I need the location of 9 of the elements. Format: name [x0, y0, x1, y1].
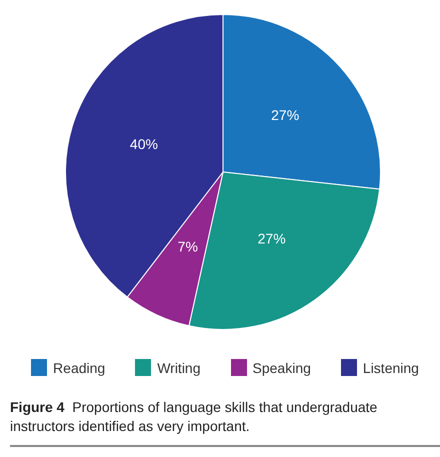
text: Figure 4 Proportions of language skills that undergraduate instructors identified as very important. — [10, 399, 378, 434]
data-label: 40% — [130, 136, 158, 152]
legend-label: Writing — [157, 360, 201, 376]
data-label: 27% — [258, 230, 286, 247]
legend-label: Listening — [362, 360, 419, 376]
legend-label: Speaking — [252, 360, 311, 376]
legend-label: Reading — [53, 360, 106, 376]
data-label: 27% — [271, 107, 300, 124]
data-label: 7% — [178, 238, 198, 255]
